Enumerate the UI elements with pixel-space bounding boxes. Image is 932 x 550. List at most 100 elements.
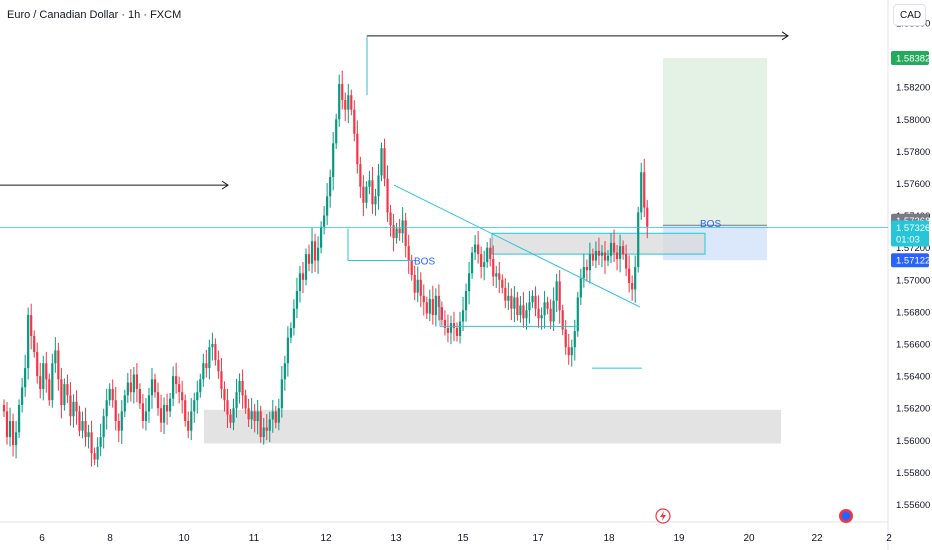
currency-button[interactable]: CAD bbox=[893, 4, 926, 26]
candle-body bbox=[141, 403, 145, 422]
time-tick-label: 6 bbox=[39, 533, 45, 544]
candle-body bbox=[253, 411, 256, 422]
candle-body bbox=[292, 308, 296, 328]
candle-body bbox=[99, 437, 102, 447]
candle-body bbox=[579, 278, 582, 298]
candle-body bbox=[159, 408, 163, 423]
candle-body bbox=[507, 295, 510, 301]
drawing-zones[interactable] bbox=[204, 57, 781, 444]
candle-body bbox=[226, 400, 229, 415]
candle-body bbox=[75, 401, 78, 412]
candle-body bbox=[96, 446, 99, 460]
candle-body bbox=[277, 408, 280, 423]
candle-body bbox=[419, 279, 422, 296]
candle-body bbox=[591, 254, 594, 261]
demand-zone[interactable] bbox=[204, 409, 781, 444]
candle-body bbox=[33, 335, 36, 353]
time-tick-label: 10 bbox=[178, 533, 190, 544]
candle-body bbox=[132, 374, 135, 393]
candle-body bbox=[513, 297, 516, 309]
candle-body bbox=[380, 148, 383, 176]
candles bbox=[2, 70, 649, 468]
candle-body bbox=[440, 307, 443, 320]
candle-body bbox=[335, 119, 338, 144]
candle-body bbox=[45, 363, 48, 380]
candle-body bbox=[489, 247, 492, 259]
candle-body bbox=[181, 392, 184, 401]
target-price-tag-text: 1.58382 bbox=[896, 53, 930, 64]
candle-body bbox=[573, 331, 576, 348]
candle-body bbox=[498, 273, 501, 280]
candle-body bbox=[220, 371, 223, 389]
candle-body bbox=[316, 247, 320, 261]
price-axis[interactable]: 1.55600 1.55800 1.56000 1.56200 1.56400 1.566… bbox=[896, 19, 930, 512]
stop-price-tag-text: 1.57122 bbox=[896, 256, 930, 267]
candle-body bbox=[165, 404, 169, 412]
time-tick-label: 20 bbox=[743, 533, 755, 544]
candle-body bbox=[208, 347, 211, 369]
candle-body bbox=[304, 254, 308, 280]
candle-body bbox=[274, 411, 277, 423]
time-tick-label: 22 bbox=[811, 533, 823, 544]
candle-body bbox=[510, 295, 513, 309]
candle-body bbox=[555, 281, 558, 301]
candle-body bbox=[603, 252, 607, 261]
candle-body bbox=[558, 281, 561, 311]
candle-body bbox=[229, 414, 232, 423]
candle-body bbox=[371, 180, 374, 205]
trendline[interactable] bbox=[393, 184, 641, 308]
candle-body bbox=[407, 246, 410, 261]
drawing-lines[interactable] bbox=[0, 31, 888, 369]
candle-body bbox=[534, 295, 537, 309]
candle-body bbox=[516, 297, 519, 316]
candle-body bbox=[48, 379, 51, 401]
candle-body bbox=[202, 363, 205, 380]
candle-body bbox=[467, 273, 471, 292]
candle-body bbox=[609, 242, 613, 256]
candle-body bbox=[72, 401, 75, 417]
candle-body bbox=[374, 196, 377, 205]
candle-body bbox=[247, 408, 250, 420]
candle-body bbox=[546, 302, 549, 309]
candle-body bbox=[474, 244, 477, 253]
candle-body bbox=[437, 295, 440, 308]
time-tick-label: 19 bbox=[673, 533, 685, 544]
candle-body bbox=[60, 379, 63, 405]
candle-body bbox=[5, 411, 9, 438]
target-zone[interactable] bbox=[663, 57, 767, 226]
candle-body bbox=[178, 384, 181, 393]
candle-body bbox=[175, 376, 178, 385]
candle-body bbox=[42, 363, 45, 389]
candle-body bbox=[543, 302, 546, 316]
time-axis[interactable]: 6 8 10 11 12 13 15 17 18 19 20 22 2 bbox=[39, 533, 892, 544]
candle-body bbox=[640, 172, 643, 213]
candle-body bbox=[24, 368, 27, 388]
candle-body bbox=[422, 295, 425, 303]
current-price-tag bbox=[891, 220, 929, 247]
candle-body bbox=[310, 241, 314, 264]
candle-body bbox=[455, 327, 459, 336]
candle-body bbox=[199, 379, 202, 393]
symbol-title[interactable]: Euro / Canadian Dollar · 1h · FXCM bbox=[7, 9, 182, 21]
flash-icon[interactable] bbox=[655, 508, 671, 524]
record-icon[interactable] bbox=[839, 509, 853, 523]
candle-body bbox=[338, 83, 341, 120]
bos-label-2: BOS bbox=[700, 219, 721, 230]
chart-background bbox=[0, 0, 889, 550]
candle-body bbox=[582, 266, 585, 279]
candle-body bbox=[344, 100, 347, 110]
candle-body bbox=[646, 207, 649, 227]
candle-body bbox=[631, 283, 634, 290]
candle-body bbox=[78, 411, 81, 431]
candle-body bbox=[289, 327, 292, 338]
candle-body bbox=[232, 408, 235, 423]
candle-body bbox=[307, 254, 311, 264]
candle-body bbox=[111, 388, 114, 401]
time-tick-label: 18 bbox=[603, 533, 615, 544]
candle-body bbox=[495, 273, 498, 277]
candle-body bbox=[576, 297, 579, 332]
candle-body bbox=[126, 382, 129, 396]
price-tick-label: 1.55600 bbox=[896, 500, 930, 511]
current-price-text: 1.57326 bbox=[896, 223, 930, 234]
